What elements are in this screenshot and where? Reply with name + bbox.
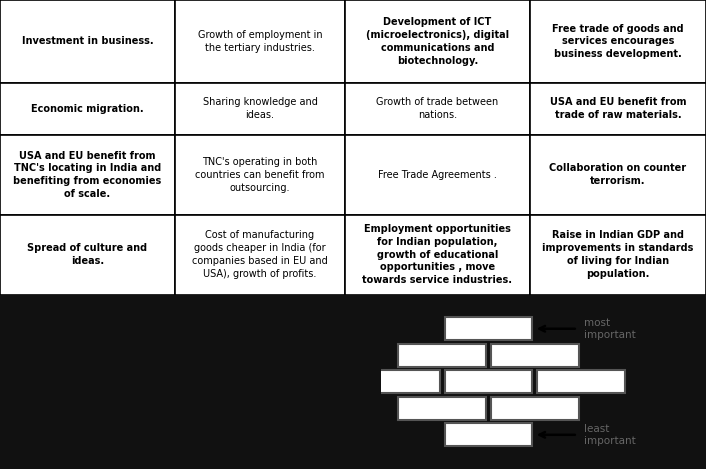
Bar: [175, 83, 345, 135]
Bar: [530, 83, 706, 135]
Bar: [398, 344, 486, 367]
Text: least
important: least important: [585, 424, 636, 446]
Text: USA and EU benefit from
TNC's locating in India and
benefiting from economies
of: USA and EU benefit from TNC's locating i…: [13, 151, 162, 199]
Bar: [345, 215, 530, 295]
Bar: [530, 0, 706, 83]
Bar: [175, 135, 345, 215]
Text: Spread of culture and
ideas.: Spread of culture and ideas.: [28, 243, 148, 266]
Bar: [345, 135, 530, 215]
Text: TNC's operating in both
countries can benefit from
outsourcing.: TNC's operating in both countries can be…: [196, 157, 325, 192]
Bar: [352, 371, 440, 393]
Text: Sharing knowledge and
ideas.: Sharing knowledge and ideas.: [203, 98, 318, 120]
Bar: [491, 397, 578, 420]
Text: Growth of employment in
the tertiary industries.: Growth of employment in the tertiary ind…: [198, 30, 323, 53]
Bar: [0, 83, 175, 135]
Text: Growth of trade between
nations.: Growth of trade between nations.: [376, 98, 498, 120]
Bar: [491, 344, 578, 367]
Bar: [445, 371, 532, 393]
Text: most
important: most important: [585, 318, 636, 340]
Bar: [398, 397, 486, 420]
Bar: [175, 0, 345, 83]
Bar: [0, 135, 175, 215]
Text: Free Trade Agreements .: Free Trade Agreements .: [378, 170, 497, 180]
Bar: [345, 0, 530, 83]
Text: Free trade of goods and
services encourages
business development.: Free trade of goods and services encoura…: [552, 23, 684, 59]
Text: Cost of manufacturing
goods cheaper in India (for
companies based in EU and
USA): Cost of manufacturing goods cheaper in I…: [192, 230, 328, 279]
Text: Raise in Indian GDP and
improvements in standards
of living for Indian
populatio: Raise in Indian GDP and improvements in …: [542, 230, 694, 279]
Bar: [175, 215, 345, 295]
Text: Investment in business.: Investment in business.: [22, 37, 153, 46]
Text: Collaboration on counter
terrorism.: Collaboration on counter terrorism.: [549, 163, 686, 186]
Bar: [0, 215, 175, 295]
Bar: [537, 371, 625, 393]
Text: USA and EU benefit from
trade of raw materials.: USA and EU benefit from trade of raw mat…: [550, 98, 686, 120]
Bar: [445, 318, 532, 340]
Text: Economic migration.: Economic migration.: [31, 104, 144, 114]
Text: Development of ICT
(microelectronics), digital
communications and
biotechnology.: Development of ICT (microelectronics), d…: [366, 17, 509, 66]
Bar: [345, 83, 530, 135]
Bar: [445, 424, 532, 446]
Bar: [530, 135, 706, 215]
Bar: [0, 0, 175, 83]
Bar: [530, 215, 706, 295]
Text: Employment opportunities
for Indian population,
growth of educational
opportunit: Employment opportunities for Indian popu…: [362, 224, 513, 285]
